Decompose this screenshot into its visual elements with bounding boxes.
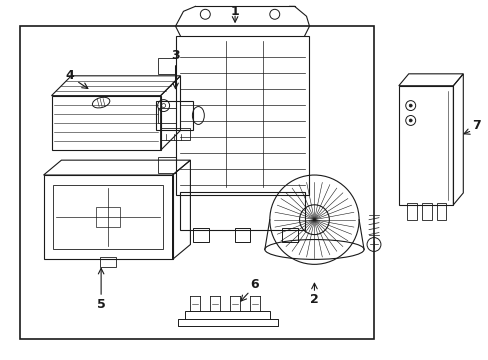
Bar xyxy=(161,129,190,140)
Bar xyxy=(180,192,304,230)
Text: 7: 7 xyxy=(471,119,480,132)
Bar xyxy=(96,207,120,227)
Bar xyxy=(436,203,446,220)
Bar xyxy=(157,157,175,173)
Bar xyxy=(421,203,431,220)
Bar xyxy=(155,100,193,130)
Circle shape xyxy=(408,119,411,122)
Text: 6: 6 xyxy=(250,278,259,291)
Bar xyxy=(234,228,250,242)
Bar xyxy=(100,257,116,267)
Text: 1: 1 xyxy=(230,5,239,18)
Bar xyxy=(53,185,163,249)
Bar xyxy=(281,228,297,242)
Circle shape xyxy=(408,104,411,107)
Text: 4: 4 xyxy=(65,69,74,82)
Bar xyxy=(406,203,416,220)
Bar xyxy=(51,96,161,150)
Bar xyxy=(398,86,452,205)
Text: 5: 5 xyxy=(97,297,105,311)
Bar xyxy=(20,26,373,339)
Bar xyxy=(175,36,309,195)
Bar xyxy=(157,108,175,123)
Text: 3: 3 xyxy=(171,49,180,63)
Text: 2: 2 xyxy=(309,293,318,306)
Bar xyxy=(157,58,175,74)
Bar xyxy=(43,175,172,260)
Bar xyxy=(193,228,209,242)
Bar xyxy=(185,311,269,319)
